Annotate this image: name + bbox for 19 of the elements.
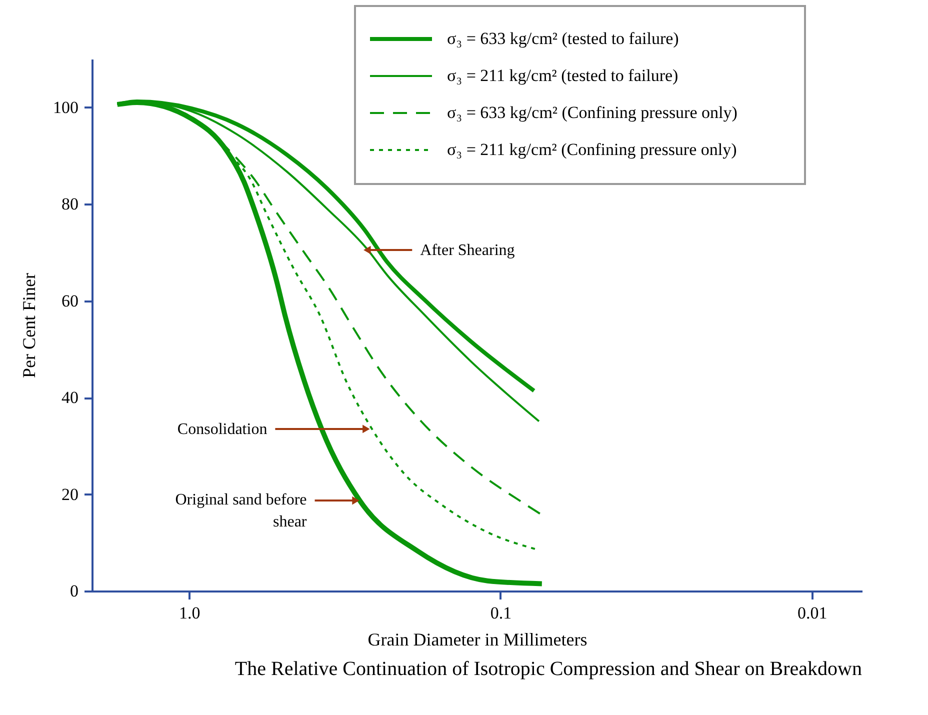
text: The Relative Continuation of Isotropic Compression and Shear on Breakdown: [234, 658, 862, 680]
annotation: After Shearing: [420, 242, 515, 260]
legend-label: σ₃ = 633 kg/cm² (Confining pressure only): [447, 103, 738, 122]
annotation: Consolidation: [177, 420, 268, 438]
y-tick-label: 100: [53, 98, 78, 117]
x-tick-label: 1.0: [178, 604, 200, 622]
legend-label: σ₃ = 633 kg/cm² (tested to failure): [447, 29, 679, 48]
x-axis-title: Grain Diameter in Millimeters: [368, 630, 588, 650]
y-tick-label: 20: [62, 484, 78, 504]
annotation: Original sand before shear: [175, 492, 308, 531]
y-tick-label: 40: [62, 388, 78, 408]
x-tick-label: 0.01: [797, 604, 828, 622]
y-tick-label: 60: [62, 291, 78, 310]
y-axis-title: Per Cent Finer: [19, 273, 39, 378]
y-tick-label: 80: [62, 194, 78, 214]
legend-label: σ₃ = 211 kg/cm² (tested to failure): [447, 66, 678, 85]
legend-label: σ₃ = 211 kg/cm² (Confining pressure only): [447, 140, 737, 159]
x-tick-label: 0.1: [490, 604, 512, 622]
y-tick-label: 0: [70, 582, 78, 600]
